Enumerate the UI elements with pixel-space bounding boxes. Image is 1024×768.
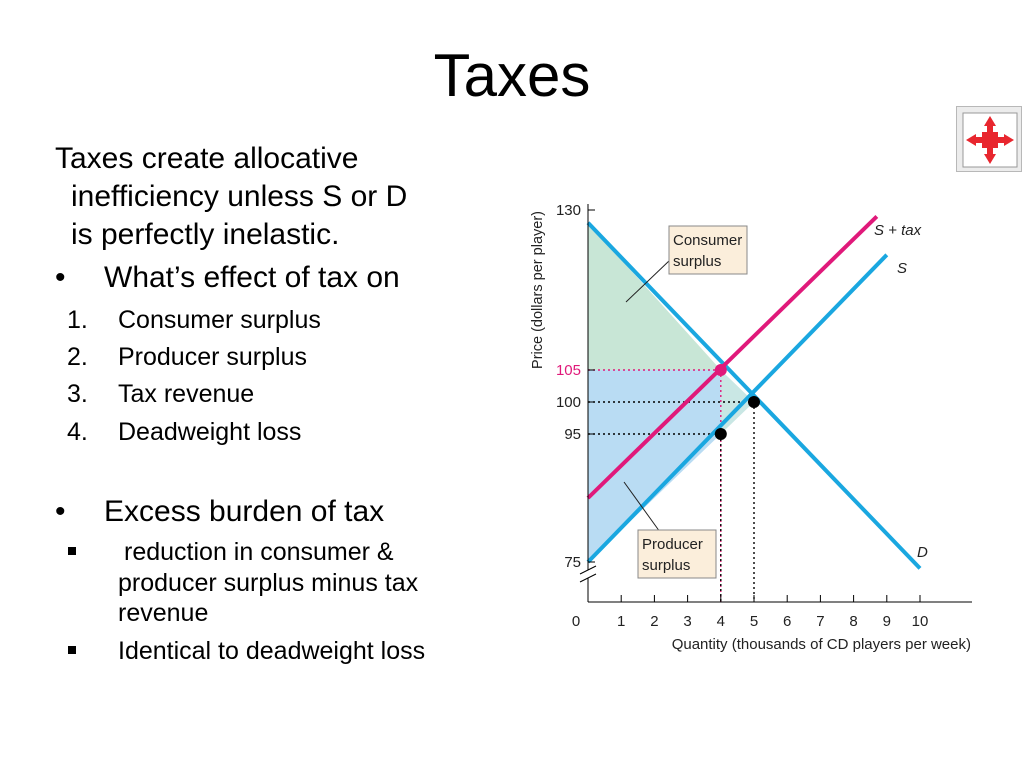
callout-pointer	[625, 259, 671, 303]
question-text: What’s effect of tax on	[104, 261, 400, 294]
bullet-icon: •	[55, 495, 66, 528]
intro-line-2: inefficiency unless S or D	[71, 180, 408, 213]
x-tick-label: 0	[572, 613, 580, 630]
list-item-consumer-surplus: Consumer surplus	[118, 306, 321, 334]
excess-burden-heading: Excess burden of tax	[104, 495, 385, 528]
equilibrium-point	[714, 364, 727, 376]
x-tick-label: 6	[783, 613, 791, 630]
equilibrium-point	[714, 428, 727, 440]
intro-line-3: is perfectly inelastic.	[71, 218, 340, 251]
list-number: 1.	[67, 306, 88, 334]
bullet-icon: •	[55, 261, 66, 294]
callout-text: surplus	[642, 557, 690, 574]
x-tick-label: 4	[717, 613, 725, 630]
tax-incidence-chart: 0 1 2 3 4 5 6 7 8 9 10 75 95 100 105 130 Price (dollars …	[530, 202, 972, 653]
expand-nav-button[interactable]	[956, 106, 1022, 172]
y-tick-label: 100	[556, 394, 581, 411]
x-tick-label: 1	[617, 613, 625, 630]
burden-item-1-line-3: revenue	[118, 599, 209, 627]
demand-label: D	[917, 544, 928, 561]
x-tick-label: 7	[816, 613, 824, 630]
slide-title: Taxes	[433, 42, 591, 109]
list-number: 2.	[67, 343, 88, 371]
y-axis-label: Price (dollars per player)	[530, 211, 546, 369]
axis-break-mark	[579, 573, 597, 583]
square-bullet-icon	[68, 646, 76, 654]
producer-surplus-callout	[637, 529, 717, 579]
list-number: 3.	[67, 380, 88, 408]
supply-curve	[586, 253, 889, 564]
burden-item-1-line-1: reduction in consumer &	[124, 538, 394, 566]
x-tick-label: 8	[849, 613, 857, 630]
callout-text: Producer	[642, 536, 703, 553]
x-tick-label: 9	[883, 613, 891, 630]
callout-text: Consumer	[673, 232, 742, 249]
arrows-in-icon	[962, 112, 1018, 168]
x-tick-label: 10	[912, 613, 929, 630]
burden-item-2: Identical to deadweight loss	[118, 637, 426, 665]
equilibrium-point	[748, 396, 760, 408]
burden-item-1-line-2: producer surplus minus tax	[118, 569, 419, 597]
square-bullet-icon	[68, 547, 76, 555]
intro-line-1: Taxes create allocative	[55, 142, 359, 175]
supply-tax-label: S + tax	[874, 222, 922, 239]
x-axis-label: Quantity (thousands of CD players per we…	[672, 636, 971, 653]
supply-plus-tax-curve	[586, 214, 879, 500]
consumer-surplus-callout	[668, 225, 748, 275]
list-item-tax-revenue: Tax revenue	[118, 380, 255, 408]
y-tick-label: 130	[556, 202, 581, 219]
y-tick-label: 75	[564, 554, 581, 571]
list-item-producer-surplus: Producer surplus	[118, 343, 307, 371]
axis-break-mark	[579, 565, 597, 575]
x-tick-label: 2	[650, 613, 658, 630]
x-tick-label: 5	[750, 613, 758, 630]
y-tick-label: 95	[564, 426, 581, 443]
y-tick-label: 105	[556, 362, 581, 379]
list-item-deadweight-loss: Deadweight loss	[118, 418, 302, 446]
x-tick-label: 3	[683, 613, 691, 630]
callout-text: surplus	[673, 253, 721, 270]
callout-pointer	[623, 481, 661, 533]
demand-curve	[586, 221, 922, 570]
intro-paragraph: Taxes create allocative inefficiency unl…	[55, 140, 475, 254]
supply-label: S	[897, 260, 907, 277]
list-number: 4.	[67, 418, 88, 446]
